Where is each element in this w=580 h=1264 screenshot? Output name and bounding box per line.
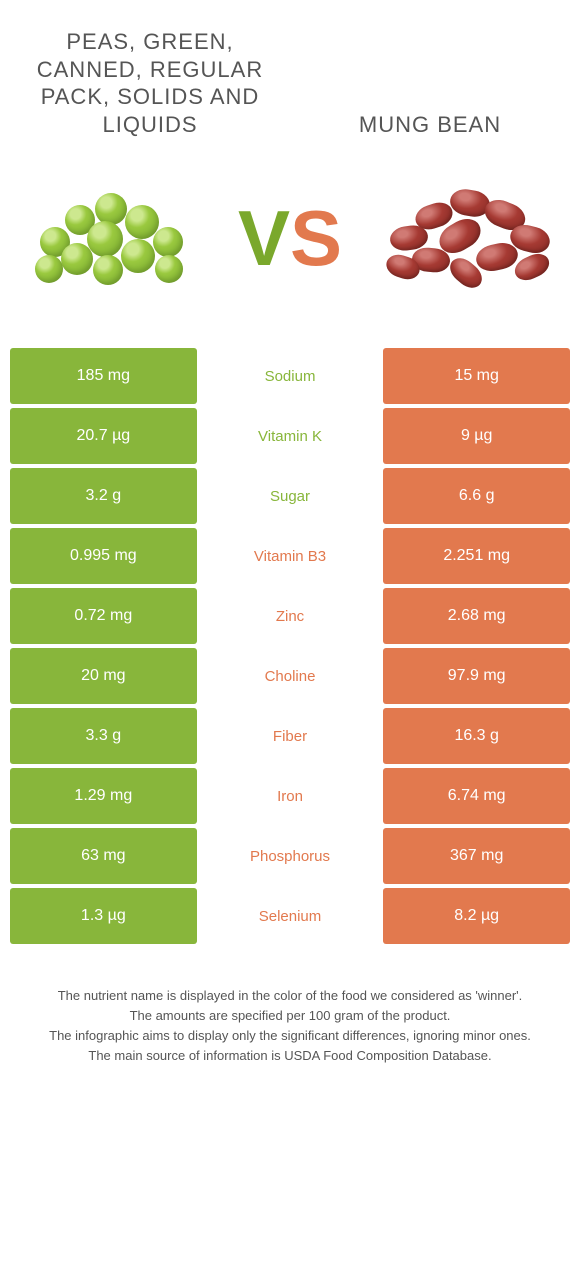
right-value: 16.3 g [383, 708, 570, 764]
left-value: 1.29 mg [10, 768, 197, 824]
nutrient-name: Phosphorus [197, 848, 384, 865]
right-value: 6.74 mg [383, 768, 570, 824]
left-food-image [10, 168, 210, 308]
right-value: 6.6 g [383, 468, 570, 524]
right-value: 97.9 mg [383, 648, 570, 704]
right-food-title: Mung bean [290, 111, 570, 139]
left-value: 63 mg [10, 828, 197, 884]
headings: Peas, green, canned, regular pack, solid… [10, 28, 570, 138]
table-row: 3.2 gSugar6.6 g [10, 468, 570, 524]
footnote-line: The amounts are specified per 100 gram o… [28, 1006, 552, 1026]
right-value: 15 mg [383, 348, 570, 404]
nutrient-name: Sodium [197, 368, 384, 385]
footnote-line: The nutrient name is displayed in the co… [28, 986, 552, 1006]
table-row: 1.3 µgSelenium8.2 µg [10, 888, 570, 944]
table-row: 1.29 mgIron6.74 mg [10, 768, 570, 824]
nutrient-name: Zinc [197, 608, 384, 625]
table-row: 0.72 mgZinc2.68 mg [10, 588, 570, 644]
right-value: 8.2 µg [383, 888, 570, 944]
table-row: 3.3 gFiber16.3 g [10, 708, 570, 764]
left-value: 20 mg [10, 648, 197, 704]
nutrient-name: Choline [197, 668, 384, 685]
table-row: 63 mgPhosphorus367 mg [10, 828, 570, 884]
peas-icon [25, 183, 195, 293]
table-row: 20.7 µgVitamin K9 µg [10, 408, 570, 464]
nutrient-name: Iron [197, 788, 384, 805]
footnote-line: The infographic aims to display only the… [28, 1026, 552, 1046]
footnote-line: The main source of information is USDA F… [28, 1046, 552, 1066]
right-value: 2.68 mg [383, 588, 570, 644]
footnotes: The nutrient name is displayed in the co… [10, 986, 570, 1067]
left-value: 185 mg [10, 348, 197, 404]
nutrient-name: Sugar [197, 488, 384, 505]
nutrient-name: Vitamin K [197, 428, 384, 445]
right-food-image [370, 168, 570, 308]
vs-v: V [238, 194, 290, 282]
nutrient-name: Fiber [197, 728, 384, 745]
vs-s: S [290, 194, 342, 282]
right-value: 2.251 mg [383, 528, 570, 584]
left-value: 3.2 g [10, 468, 197, 524]
infographic: Peas, green, canned, regular pack, solid… [10, 0, 570, 1067]
right-value: 9 µg [383, 408, 570, 464]
left-value: 3.3 g [10, 708, 197, 764]
left-food-title: Peas, green, canned, regular pack, solid… [10, 28, 290, 138]
nutrient-name: Selenium [197, 908, 384, 925]
right-value: 367 mg [383, 828, 570, 884]
table-row: 0.995 mgVitamin B32.251 mg [10, 528, 570, 584]
table-row: 20 mgCholine97.9 mg [10, 648, 570, 704]
left-value: 20.7 µg [10, 408, 197, 464]
left-value: 0.72 mg [10, 588, 197, 644]
table-row: 185 mgSodium15 mg [10, 348, 570, 404]
vs-label: VS [238, 199, 342, 277]
nutrient-name: Vitamin B3 [197, 548, 384, 565]
beans-icon [380, 178, 560, 298]
comparison-images-row: VS [10, 168, 570, 308]
comparison-table: 185 mgSodium15 mg20.7 µgVitamin K9 µg3.2… [10, 348, 570, 944]
left-value: 0.995 mg [10, 528, 197, 584]
left-value: 1.3 µg [10, 888, 197, 944]
